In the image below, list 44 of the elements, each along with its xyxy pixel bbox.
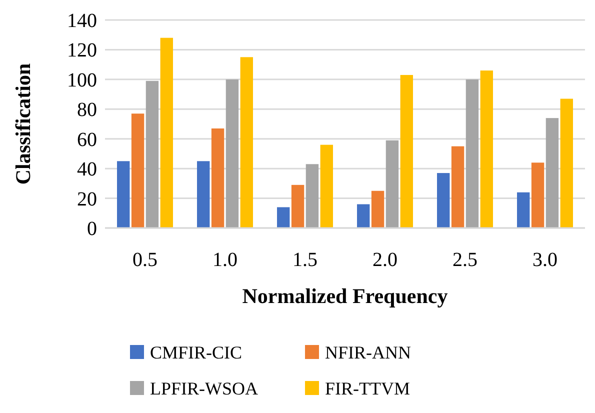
- bar: [160, 38, 173, 228]
- x-tick-label: 2.5: [452, 249, 478, 271]
- bar: [211, 128, 224, 228]
- bar: [357, 204, 370, 228]
- x-tick-label: 1.0: [212, 249, 238, 271]
- bar: [437, 173, 450, 228]
- y-tick-label: 20: [77, 188, 97, 210]
- bar: [226, 79, 239, 228]
- bar: [546, 118, 559, 228]
- y-tick-label: 60: [77, 128, 97, 151]
- bar: [517, 192, 530, 228]
- y-axis-title: Classification: [11, 63, 35, 185]
- legend-label: FIR-TTVM: [325, 378, 410, 398]
- x-tick-label: 1.5: [292, 249, 318, 271]
- y-tick-label: 140: [67, 10, 97, 32]
- y-tick-label: 100: [67, 69, 97, 92]
- x-tick-label: 0.5: [132, 249, 158, 271]
- bar: [466, 79, 479, 228]
- bar: [131, 114, 144, 228]
- bar: [480, 70, 493, 228]
- bar: [320, 144, 333, 228]
- bar: [400, 74, 413, 228]
- bar: [531, 162, 544, 228]
- bar: [386, 140, 399, 228]
- y-tick-label: 80: [77, 99, 97, 122]
- bar: [117, 161, 130, 228]
- bar: [371, 190, 384, 228]
- x-tick-label: 2.0: [372, 249, 398, 271]
- x-tick-label: 3.0: [532, 249, 558, 271]
- bar: [451, 146, 464, 228]
- bar: [146, 80, 159, 228]
- bar: [197, 161, 210, 228]
- legend-label: CMFIR-CIC: [150, 342, 242, 362]
- bar: [240, 57, 253, 228]
- bar: [560, 98, 573, 228]
- bar: [306, 164, 319, 228]
- bar: [291, 184, 304, 228]
- legend-label: LPFIR-WSOA: [150, 378, 258, 398]
- y-tick-label: 120: [67, 40, 97, 62]
- legend-label: NFIR-ANN: [325, 342, 412, 362]
- y-tick-label: 0: [87, 218, 97, 240]
- x-axis-title: Normalized Frequency: [242, 284, 448, 308]
- bar: [277, 207, 290, 228]
- y-tick-label: 40: [77, 158, 97, 181]
